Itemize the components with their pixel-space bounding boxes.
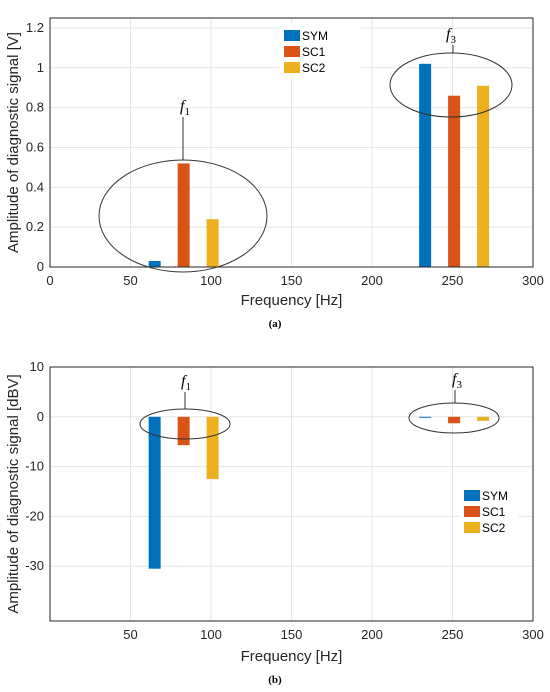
figure-caption: (b) [268, 674, 282, 686]
bar-sc2 [206, 219, 219, 267]
bar-sc1 [448, 95, 461, 267]
legend-label-sc2: SC2 [302, 61, 326, 75]
axes-box [49, 366, 534, 622]
y-tick-label: 0 [37, 409, 44, 424]
y-tick-label: 10 [30, 359, 44, 374]
y-axis-label: Amplitude of diagnostic signal [dBV] [5, 374, 22, 613]
x-tick-label: 200 [361, 627, 383, 642]
x-axis-label: Frequency [Hz] [241, 292, 343, 309]
legend-swatch-sc2 [284, 62, 300, 73]
x-tick-label: 150 [281, 273, 303, 288]
legend-label-sc1: SC1 [482, 505, 506, 519]
bar-sym [419, 63, 432, 268]
x-tick-label: 250 [442, 627, 464, 642]
bar-sc1 [177, 163, 190, 267]
bar-sym [148, 261, 161, 267]
legend-label-sc1: SC1 [302, 45, 326, 59]
annotation-label-sub: 1 [185, 381, 191, 393]
annotation-label-sub: 1 [184, 106, 190, 118]
bar-sc2 [477, 416, 490, 421]
annotation-label-main: f [452, 371, 459, 388]
x-tick-label: 250 [442, 273, 464, 288]
chart-a: 0 50 100 150 200 250 300 0 0.2 0.4 0.6 0.8 1 1.2 Frequ… [5, 17, 544, 330]
axes-box [49, 17, 534, 268]
annotation-label-sub: 3 [456, 379, 462, 391]
annotation-label-f3: f3 [446, 26, 456, 46]
bar-sc2 [206, 416, 219, 480]
legend-swatch-sym [464, 490, 480, 501]
bar-sc2 [477, 85, 490, 267]
legend-label-sc2: SC2 [482, 521, 506, 535]
annotation-label-main: f [446, 26, 453, 43]
legend-swatch-sym [284, 30, 300, 41]
y-tick-label: 1 [37, 60, 44, 75]
annotation-ellipse [408, 402, 500, 434]
annotation-label-f3: f3 [452, 371, 462, 391]
y-tick-label: 0.2 [26, 219, 44, 234]
legend-swatch-sc2 [464, 522, 480, 533]
annotation-ellipse [389, 52, 513, 118]
y-tick-label: 1.2 [26, 20, 44, 35]
legend-swatch-sc1 [464, 506, 480, 517]
x-tick-label: 300 [522, 273, 544, 288]
figure-caption: (a) [269, 318, 282, 330]
x-tick-label: 0 [46, 273, 53, 288]
y-tick-label: -20 [25, 508, 44, 523]
bar-sc1 [177, 416, 190, 446]
y-tick-label: -10 [25, 459, 44, 474]
bar-sym [148, 416, 161, 569]
x-tick-label: 100 [200, 273, 222, 288]
x-axis-label: Frequency [Hz] [241, 648, 343, 665]
x-tick-label: 50 [123, 273, 137, 288]
y-tick-label: 0.8 [26, 100, 44, 115]
legend-label-sym: SYM [302, 29, 328, 43]
y-tick-label: -30 [25, 558, 44, 573]
bar-sc1 [448, 416, 461, 424]
annotation-label-sub: 3 [450, 34, 456, 46]
annotation-label-f1: f1 [181, 373, 191, 393]
y-tick-label: 0.6 [26, 139, 44, 154]
x-tick-label: 200 [361, 273, 383, 288]
legend-label-sym: SYM [482, 489, 508, 503]
y-tick-label: 0 [37, 259, 44, 274]
annotation-label-main: f [181, 373, 188, 390]
annotation-label-main: f [180, 98, 187, 115]
y-axis-label: Amplitude of diagnostic signal [V] [5, 32, 22, 253]
x-tick-label: 150 [281, 627, 303, 642]
x-tick-label: 100 [200, 627, 222, 642]
x-tick-label: 50 [123, 627, 137, 642]
x-tick-label: 300 [522, 627, 544, 642]
y-tick-label: 0.4 [26, 179, 44, 194]
legend-swatch-sc1 [284, 46, 300, 57]
annotation-label-f1: f1 [180, 98, 190, 118]
bar-sym [419, 416, 432, 418]
